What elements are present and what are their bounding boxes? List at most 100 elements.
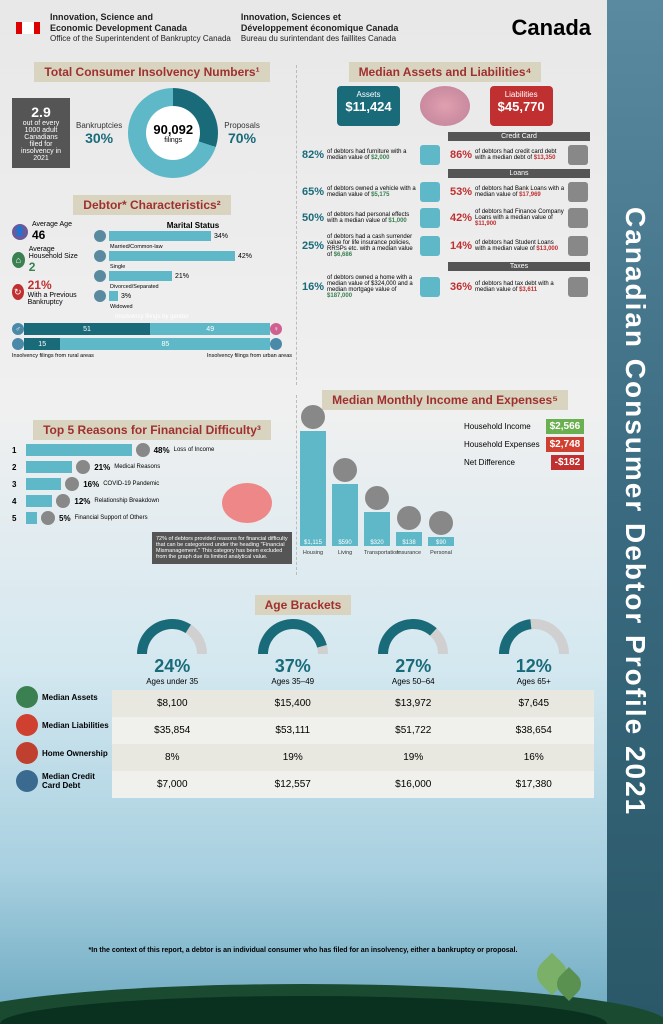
age-cell: $17,380 — [474, 771, 595, 798]
row-icon — [16, 742, 38, 764]
asset-item: 65%of debtors owned a vehicle with a med… — [300, 180, 442, 204]
assets-title: Median Assets and Liabilities⁴ — [349, 62, 542, 82]
reason-icon — [65, 477, 79, 491]
age-col-header: 27%Ages 50–64 — [353, 615, 474, 690]
person-icon — [94, 250, 106, 262]
proposals-label: Proposals 70% — [224, 121, 260, 146]
row-icon — [16, 770, 38, 792]
age-cell: $13,972 — [353, 690, 474, 717]
expense-icon — [365, 486, 389, 510]
summary-row: Household Income$2,566 — [464, 419, 584, 434]
dept-french: Innovation, Sciences et Développement éc… — [241, 12, 399, 43]
assets-badge: Assets$11,424 — [337, 86, 399, 126]
age-cell: $53,111 — [233, 717, 354, 744]
reason-icon — [56, 494, 70, 508]
age-row-header: Median Assets — [12, 683, 112, 711]
reason-icon — [136, 443, 150, 457]
expense-bar: $320Transportation — [364, 512, 390, 546]
age-icon: 👤 — [12, 224, 28, 240]
age-cell: 19% — [353, 744, 474, 771]
liability-icon — [568, 145, 588, 165]
reasons-note: 72% of debtors provided reasons for fina… — [152, 532, 292, 564]
age-cell: $12,557 — [233, 771, 354, 798]
reason-icon — [76, 460, 90, 474]
liabilities-badge: Liabilities$45,770 — [490, 86, 553, 126]
asset-item: 82%of debtors had furniture with a media… — [300, 143, 442, 167]
asset-icon — [420, 277, 440, 297]
expense-bars: $1,115Housing$590Living$320Transportatio… — [300, 416, 454, 546]
assets-liabilities-panel: Median Assets and Liabilities⁴ Assets$11… — [300, 62, 590, 301]
bankruptcies-label: Bankruptcies 30% — [76, 121, 122, 146]
vertical-title-bar: Canadian Consumer Debtor Profile 2021 — [607, 0, 663, 1024]
reasons-panel: Top 5 Reasons for Financial Difficulty³ … — [12, 420, 292, 564]
marital-row: 3% — [94, 290, 292, 302]
rural-icon — [12, 338, 24, 350]
row-icon — [16, 714, 38, 736]
reason-icon — [41, 511, 55, 525]
asset-icon — [420, 145, 440, 165]
leaf-icon — [527, 954, 587, 1004]
canada-wordmark: Canada — [512, 15, 591, 41]
age-title: Age Brackets — [255, 595, 352, 615]
age-cell: 8% — [112, 744, 233, 771]
liability-item: 14%of debtors had Student Loans with a m… — [448, 232, 590, 260]
person-icon — [94, 230, 106, 242]
asset-item: 16%of debtors owned a home with a median… — [300, 273, 442, 301]
expense-bar: $590Living — [332, 484, 358, 546]
insolvency-panel: Total Consumer Insolvency Numbers¹ 2.9 o… — [12, 62, 292, 178]
page-title: Canadian Consumer Debtor Profile 2021 — [619, 207, 651, 816]
age-cell: $35,854 — [112, 717, 233, 744]
expense-bar: $90Personal — [428, 537, 454, 546]
piggy-bank-illustration — [202, 473, 282, 533]
page: Canadian Consumer Debtor Profile 2021 In… — [0, 0, 663, 1024]
summary-row: Household Expenses$2,748 — [464, 437, 584, 452]
liability-icon — [568, 236, 588, 256]
age-col-header: 12%Ages 65+ — [474, 615, 595, 690]
age-row-header: Home Ownership — [12, 739, 112, 767]
asset-item: 50%of debtors had personal effects with … — [300, 206, 442, 230]
age-cell: $7,000 — [112, 771, 233, 798]
age-brackets-panel: Age Brackets Median AssetsMedian Liabili… — [12, 595, 594, 798]
person-icon — [94, 270, 106, 282]
liability-icon — [568, 277, 588, 297]
expense-icon — [301, 405, 325, 429]
reason-row: 221%Medical Reasons — [12, 460, 292, 474]
liability-item: 36%of debtors had tax debt with a median… — [448, 273, 590, 301]
age-cell: $38,654 — [474, 717, 595, 744]
female-icon: ♀ — [270, 323, 282, 335]
expense-icon — [429, 511, 453, 535]
asset-icon — [420, 208, 440, 228]
prev-bankruptcy-icon: ↻ — [12, 284, 24, 300]
age-cell: 16% — [474, 744, 595, 771]
scale-illustration — [420, 86, 470, 126]
dept-english: Innovation, Science and Economic Develop… — [50, 12, 231, 43]
liability-category: Loans — [448, 169, 590, 178]
asset-icon — [420, 236, 440, 256]
age-cell: $16,000 — [353, 771, 474, 798]
liability-item: 42%of debtors had Finance Company Loans … — [448, 206, 590, 230]
header: Innovation, Science and Economic Develop… — [0, 0, 607, 55]
rate-box: 2.9 out of every 1000 adult Canadians fi… — [12, 98, 70, 168]
person-icon — [94, 290, 106, 302]
age-cell: $15,400 — [233, 690, 354, 717]
expense-bar: $1,115Housing — [300, 431, 326, 546]
male-icon: ♂ — [12, 323, 24, 335]
marital-row: 21% — [94, 270, 292, 282]
canada-flag-icon — [16, 22, 40, 34]
age-row-header: Median Credit Card Debt — [12, 767, 112, 795]
age-col-header: 24%Ages under 35 — [112, 615, 233, 690]
age-col-header: 37%Ages 35–49 — [233, 615, 354, 690]
insolvency-title: Total Consumer Insolvency Numbers¹ — [34, 62, 269, 82]
expense-icon — [397, 506, 421, 530]
reasons-title: Top 5 Reasons for Financial Difficulty³ — [33, 420, 271, 440]
marital-bars: Marital Status 34%Married/Common-law42%S… — [94, 221, 292, 310]
age-cell: $8,100 — [112, 690, 233, 717]
footnote: *In the context of this report, a debtor… — [12, 947, 594, 954]
expense-icon — [333, 458, 357, 482]
marital-row: 34% — [94, 230, 292, 242]
summary-row: Net Difference-$182 — [464, 455, 584, 470]
age-cell: $7,645 — [474, 690, 595, 717]
filings-donut: 90,092filings — [128, 88, 218, 178]
household-icon: ⌂ — [12, 252, 25, 268]
urban-icon — [270, 338, 282, 350]
